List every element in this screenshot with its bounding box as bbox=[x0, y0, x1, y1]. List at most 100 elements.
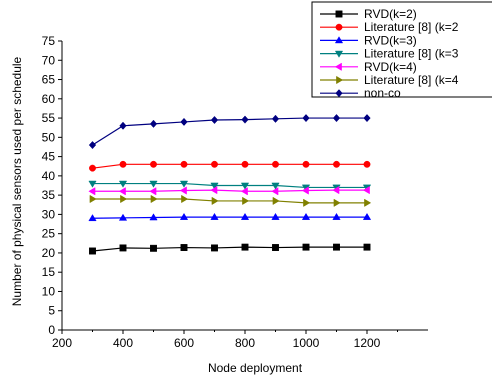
legend-entry: RVD(k=3) bbox=[320, 33, 417, 47]
legend-entry: Literature [8] (k=2 bbox=[320, 20, 459, 34]
data-point bbox=[180, 160, 188, 168]
series-line bbox=[92, 182, 367, 189]
data-point bbox=[119, 121, 127, 130]
data-point bbox=[179, 180, 189, 188]
data-point bbox=[150, 160, 157, 168]
data-point bbox=[272, 160, 279, 168]
legend-label: RVD(k=2) bbox=[364, 7, 417, 21]
data-point bbox=[210, 182, 219, 190]
legend-label: RVD(k=4) bbox=[364, 60, 417, 74]
data-point bbox=[272, 196, 280, 206]
series-line bbox=[92, 246, 367, 252]
data-point bbox=[271, 182, 280, 190]
legend-label: Literature [8] (k=2 bbox=[364, 20, 459, 34]
data-point bbox=[119, 160, 127, 168]
y-tick-label: 20 bbox=[42, 246, 56, 260]
data-point bbox=[363, 160, 371, 168]
x-tick-label: 200 bbox=[52, 336, 72, 350]
data-point bbox=[302, 160, 310, 168]
legend-marker bbox=[334, 50, 344, 58]
data-point bbox=[88, 214, 97, 222]
data-point bbox=[241, 115, 249, 124]
series-3 bbox=[88, 180, 372, 192]
data-point bbox=[179, 186, 187, 195]
legend: RVD(k=2)Literature [8] (k=2RVD(k=3)Liter… bbox=[311, 1, 492, 100]
data-point bbox=[118, 213, 128, 221]
series-line bbox=[92, 198, 367, 204]
data-point bbox=[180, 117, 188, 126]
data-point bbox=[89, 164, 96, 172]
data-point bbox=[120, 194, 128, 204]
legend-marker bbox=[336, 75, 344, 85]
data-point bbox=[118, 187, 126, 196]
data-point bbox=[150, 244, 157, 252]
data-point bbox=[240, 212, 250, 220]
x-tick-label: 400 bbox=[113, 336, 133, 350]
data-point bbox=[211, 244, 218, 252]
data-point bbox=[302, 243, 310, 251]
data-point bbox=[210, 115, 219, 125]
data-point bbox=[333, 160, 340, 168]
legend-label: RVD(k=3) bbox=[364, 33, 417, 47]
y-tick-label: 70 bbox=[42, 53, 56, 67]
y-tick-label: 65 bbox=[42, 73, 56, 87]
legend-entry: Literature [8] (k=4 bbox=[320, 73, 459, 87]
data-point bbox=[271, 114, 280, 123]
y-axis-title: Number of physical sensors used per sche… bbox=[10, 56, 24, 306]
x-axis-title: Node deployment bbox=[208, 361, 303, 375]
data-point bbox=[211, 160, 218, 168]
data-point bbox=[119, 244, 127, 252]
legend-marker bbox=[335, 89, 343, 98]
data-point bbox=[88, 180, 97, 188]
series-line bbox=[92, 117, 367, 146]
data-point bbox=[150, 194, 158, 204]
y-tick-label: 10 bbox=[42, 284, 56, 298]
data-point bbox=[118, 180, 128, 188]
series-line bbox=[92, 163, 367, 169]
x-tick-label: 1200 bbox=[354, 336, 381, 350]
legend-marker bbox=[335, 10, 343, 18]
data-point bbox=[333, 198, 341, 207]
series-5 bbox=[89, 194, 372, 207]
data-point bbox=[88, 187, 96, 196]
data-point bbox=[211, 196, 219, 206]
ticks: 200 400 600 800 1000 1200 0 5 10 15 20 25 30 35 40 45 50… bbox=[42, 34, 398, 350]
y-tick-label: 35 bbox=[42, 188, 56, 202]
y-tick-label: 25 bbox=[42, 227, 56, 241]
data-point bbox=[242, 196, 250, 206]
data-point bbox=[210, 186, 218, 195]
legend-entry: Literature [8] (k=3 bbox=[320, 47, 459, 61]
data-point bbox=[301, 212, 311, 220]
data-point bbox=[180, 244, 188, 251]
data-point bbox=[271, 187, 279, 196]
legend-entry: non-co bbox=[320, 86, 401, 100]
data-point bbox=[332, 212, 341, 220]
data-point bbox=[181, 194, 189, 204]
y-tick-label: 50 bbox=[42, 130, 56, 144]
series-1 bbox=[89, 160, 371, 172]
data-point bbox=[149, 213, 158, 221]
data-point bbox=[210, 212, 219, 220]
series-group bbox=[88, 114, 372, 255]
legend-entry: RVD(k=2) bbox=[320, 7, 417, 21]
data-point bbox=[364, 198, 372, 207]
y-tick-label: 60 bbox=[42, 92, 56, 106]
data-point bbox=[363, 243, 371, 251]
data-point bbox=[303, 198, 311, 207]
y-tick-label: 30 bbox=[42, 207, 56, 221]
y-tick-label: 55 bbox=[42, 111, 56, 125]
legend-marker bbox=[334, 36, 344, 44]
data-point bbox=[89, 194, 97, 204]
series-0 bbox=[89, 243, 371, 255]
data-point bbox=[362, 212, 372, 220]
y-tick-label: 15 bbox=[42, 265, 56, 279]
data-point bbox=[302, 114, 310, 123]
data-point bbox=[241, 160, 249, 168]
legend-box bbox=[311, 1, 492, 98]
data-point bbox=[363, 114, 371, 123]
x-tick-label: 800 bbox=[235, 336, 255, 350]
data-point bbox=[240, 182, 250, 190]
series-4 bbox=[88, 186, 370, 196]
series-6 bbox=[88, 114, 371, 150]
data-point bbox=[301, 186, 309, 195]
